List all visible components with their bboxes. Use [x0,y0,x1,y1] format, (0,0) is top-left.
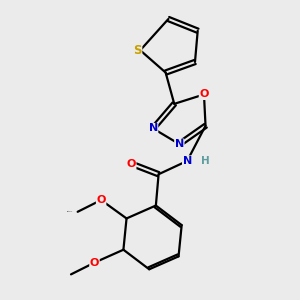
Text: O: O [199,89,209,100]
Text: methoxy: methoxy [67,211,73,212]
Text: N: N [148,124,158,134]
Text: H: H [201,156,210,166]
Text: N: N [182,156,192,166]
Text: N: N [175,139,184,149]
Text: O: O [127,159,136,169]
Text: S: S [133,44,142,57]
Text: O: O [96,195,106,205]
Text: O: O [90,258,99,268]
